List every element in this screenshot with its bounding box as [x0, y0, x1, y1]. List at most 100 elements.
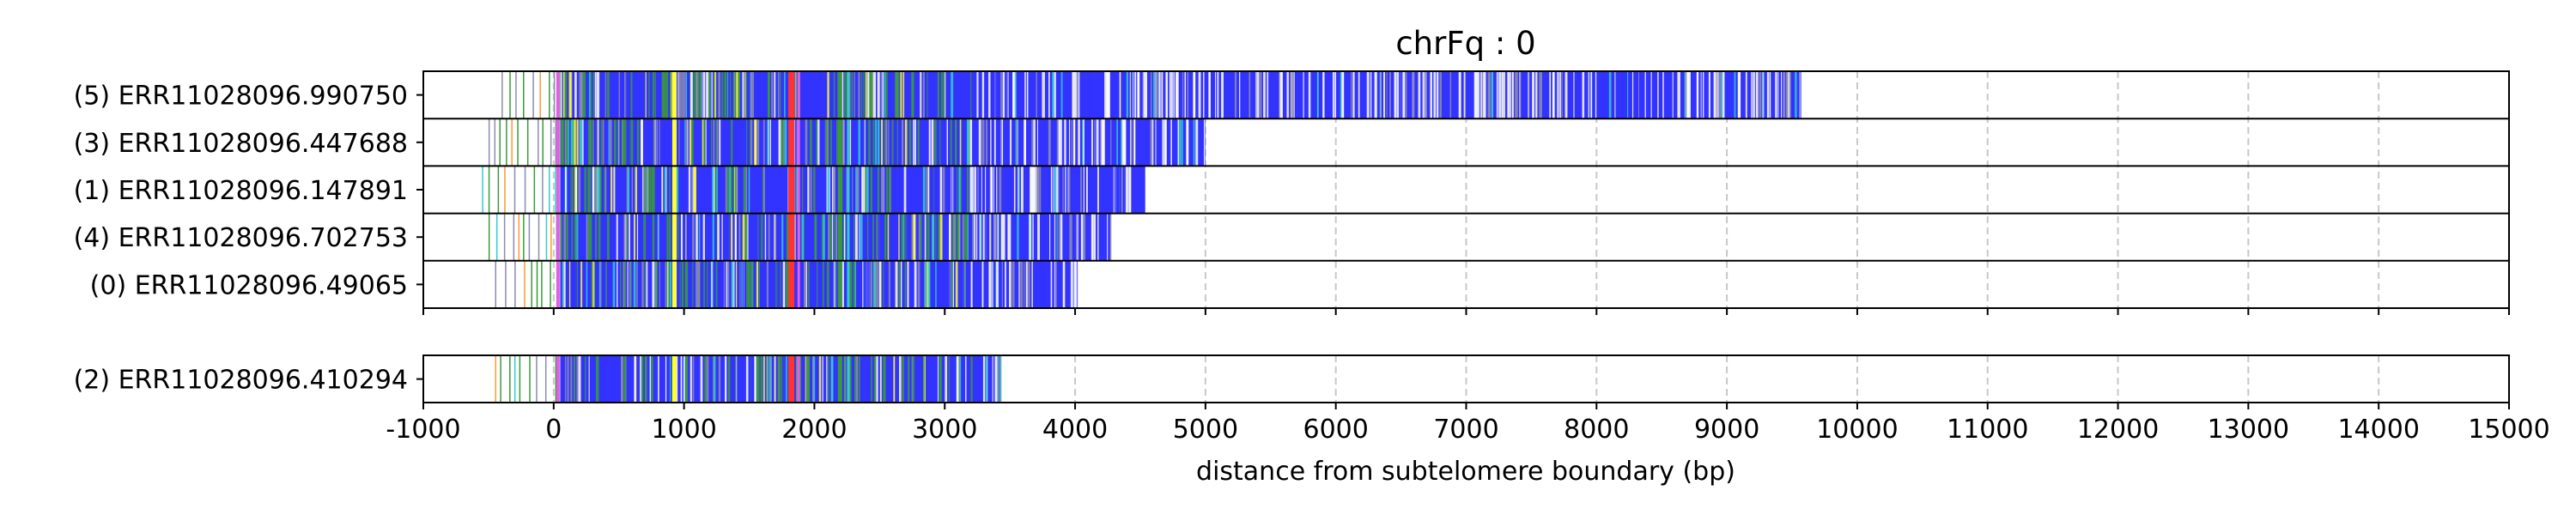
read-stripe: [636, 213, 639, 261]
read-stripe: [1672, 71, 1674, 119]
read-stripe: [878, 213, 881, 261]
read-stripe: [812, 355, 814, 403]
read-stripe: [1018, 166, 1020, 214]
read-stripe: [633, 260, 636, 308]
read-stripe: [1340, 71, 1342, 119]
read-stripe: [1123, 166, 1127, 214]
read-stripe: [940, 71, 943, 119]
read-stripe: [762, 166, 765, 214]
read-stripe: [1161, 71, 1163, 119]
read-stripe: [605, 166, 607, 214]
read-stripe: [578, 355, 581, 403]
read-stripe: [931, 118, 934, 167]
read-stripe: [932, 213, 935, 261]
read-stripe: [555, 166, 556, 214]
read-stripe: [542, 118, 544, 167]
read-stripe: [756, 355, 758, 403]
read-stripe: [1155, 71, 1158, 119]
read-stripe: [808, 260, 810, 308]
read-stripe: [1056, 213, 1058, 261]
read-stripe: [745, 71, 747, 119]
read-stripe: [829, 213, 832, 261]
read-stripe: [724, 71, 726, 119]
read-stripe: [870, 166, 872, 214]
read-label: (1) ERR11028096.147891: [74, 176, 408, 206]
read-stripe: [888, 260, 890, 308]
read-stripe: [536, 260, 538, 308]
read-bar: [495, 355, 1002, 403]
read-stripe: [559, 71, 562, 119]
x-tick-label: 10000: [1816, 415, 1898, 445]
read-stripe: [870, 71, 872, 119]
read-stripe: [970, 71, 972, 119]
read-stripe: [1029, 213, 1030, 261]
read-stripe: [1123, 118, 1126, 167]
read-stripe: [743, 166, 746, 214]
read-stripe: [683, 355, 687, 403]
read-stripe: [1090, 71, 1092, 119]
read-stripe: [1190, 118, 1192, 167]
read-stripe: [1286, 71, 1289, 119]
read-stripe: [875, 260, 878, 308]
read-stripe: [937, 71, 940, 119]
read-stripe: [754, 355, 756, 403]
read-stripe: [1509, 71, 1511, 119]
read-stripe: [566, 118, 568, 167]
read-stripe: [488, 118, 490, 167]
read-stripe: [1130, 166, 1132, 214]
read-stripe: [1133, 118, 1135, 167]
read-stripe: [1163, 118, 1167, 167]
read-stripe: [905, 213, 907, 261]
feature-band: [788, 355, 795, 403]
read-stripe: [996, 260, 999, 308]
read-stripe: [1279, 71, 1281, 119]
read-stripe: [1215, 71, 1217, 119]
read-stripe: [1173, 71, 1175, 119]
read-stripe: [678, 71, 680, 119]
read-stripe: [1143, 71, 1146, 119]
read-stripe: [504, 166, 506, 214]
read-stripe: [746, 260, 749, 308]
read-stripe: [598, 166, 601, 214]
read-stripe: [495, 260, 496, 308]
read-stripe: [860, 213, 863, 261]
read-stripe: [1121, 118, 1124, 167]
read-stripe: [731, 260, 734, 308]
read-stripe: [892, 166, 896, 214]
read-stripe: [681, 260, 684, 308]
read-stripe: [886, 166, 889, 214]
read-stripe: [1685, 71, 1686, 119]
read-stripe: [696, 260, 698, 308]
read-stripe: [677, 213, 679, 261]
read-stripe: [1118, 71, 1120, 119]
read-stripe: [927, 260, 929, 308]
read-stripe: [898, 355, 902, 403]
read-stripe: [1088, 71, 1091, 119]
read-stripe: [567, 355, 569, 403]
read-stripe: [1107, 213, 1109, 261]
read-stripe: [746, 118, 748, 167]
read-stripe: [854, 260, 856, 308]
read-stripe: [974, 166, 976, 214]
read-stripe: [712, 166, 714, 214]
feature-band: [797, 355, 800, 403]
read-stripe: [1020, 166, 1024, 214]
read-stripe: [907, 260, 909, 308]
read-stripe: [981, 166, 982, 214]
read-stripe: [1072, 118, 1075, 167]
read-stripe: [651, 355, 653, 403]
read-stripe: [1239, 71, 1241, 119]
read-stripe: [1159, 71, 1161, 119]
read-stripe: [1068, 118, 1071, 167]
read-stripe: [1332, 71, 1334, 119]
read-stripe: [877, 166, 880, 214]
read-stripe: [778, 355, 781, 403]
read-stripe: [1066, 118, 1069, 167]
read-stripe: [750, 71, 752, 119]
read-stripe: [692, 166, 695, 214]
read-stripe: [692, 355, 695, 403]
read-stripe: [1007, 213, 1010, 261]
read-stripe: [526, 118, 529, 167]
read-stripe: [1716, 71, 1718, 119]
read-stripe: [756, 260, 759, 308]
